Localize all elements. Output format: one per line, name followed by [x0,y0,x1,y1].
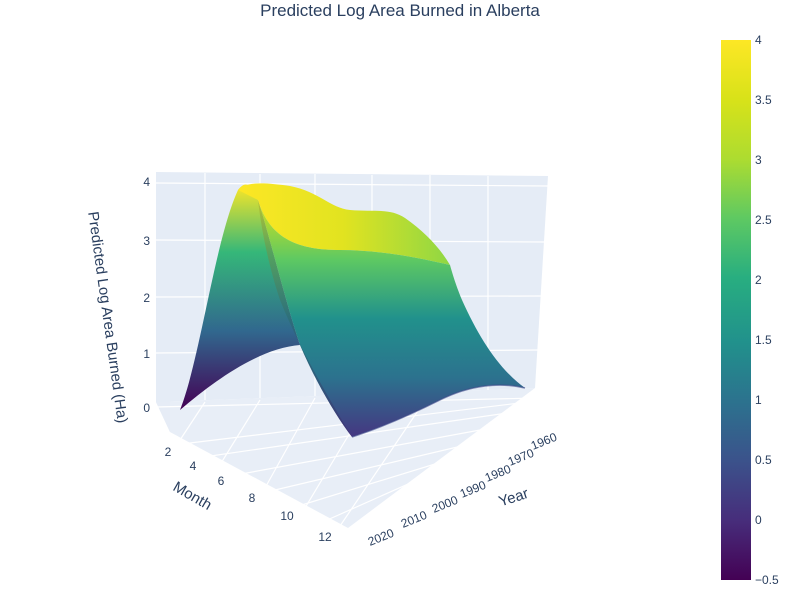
colorbar-tick-label: 2.5 [755,213,772,227]
z-tick-1: 1 [143,347,150,361]
surface-plot [180,183,526,438]
surface-top-ridge [238,183,450,265]
z-tick-3: 3 [143,234,150,248]
chart-title: Predicted Log Area Burned in Alberta [260,1,540,20]
z-axis-title: Predicted Log Area Burned (Ha) [84,210,131,424]
month-tick-4: 4 [190,459,197,473]
year-axis-title: Year [497,485,531,511]
month-tick-2: 2 [165,445,172,459]
month-tick-12: 12 [318,530,332,544]
month-tick-8: 8 [249,491,256,505]
colorbar-tick-label: 2 [755,273,762,287]
surface-near-edge [351,384,526,438]
z-tick-0: 0 [143,401,150,415]
colorbar-ticks: −0.5 0 0.5 1 1.5 2 2.5 3 3.5 4 [755,33,779,587]
z-tick-4: 4 [143,175,150,189]
surface-back-face [180,184,300,410]
colorbar-tick-label: 1.5 [755,333,772,347]
z-axis: 0 1 2 3 4 Predicted Log Area Burned (Ha) [84,175,150,424]
month-axis-title: Month [170,478,215,514]
surface-front-face [258,200,525,437]
colorbar-tick-label: 0 [755,513,762,527]
year-tick-2010: 2010 [399,508,429,531]
year-tick-1990: 1990 [458,478,488,501]
colorbar-gradient [721,40,751,580]
colorbar: −0.5 0 0.5 1 1.5 2 2.5 3 3.5 4 [721,33,779,587]
year-tick-1960: 1960 [529,430,559,453]
colorbar-tick-label: −0.5 [755,573,779,587]
year-tick-2020: 2020 [366,526,396,549]
z-tick-2: 2 [143,291,150,305]
year-tick-1980: 1980 [483,462,513,485]
colorbar-tick-label: 1 [755,393,762,407]
colorbar-tick-label: 3 [755,153,762,167]
month-tick-6: 6 [218,474,225,488]
colorbar-tick-label: 4 [755,33,762,47]
month-tick-10: 10 [280,509,294,523]
year-tick-2000: 2000 [430,493,460,516]
colorbar-tick-label: 0.5 [755,453,772,467]
year-tick-1970: 1970 [506,446,536,469]
colorbar-tick-label: 3.5 [755,93,772,107]
